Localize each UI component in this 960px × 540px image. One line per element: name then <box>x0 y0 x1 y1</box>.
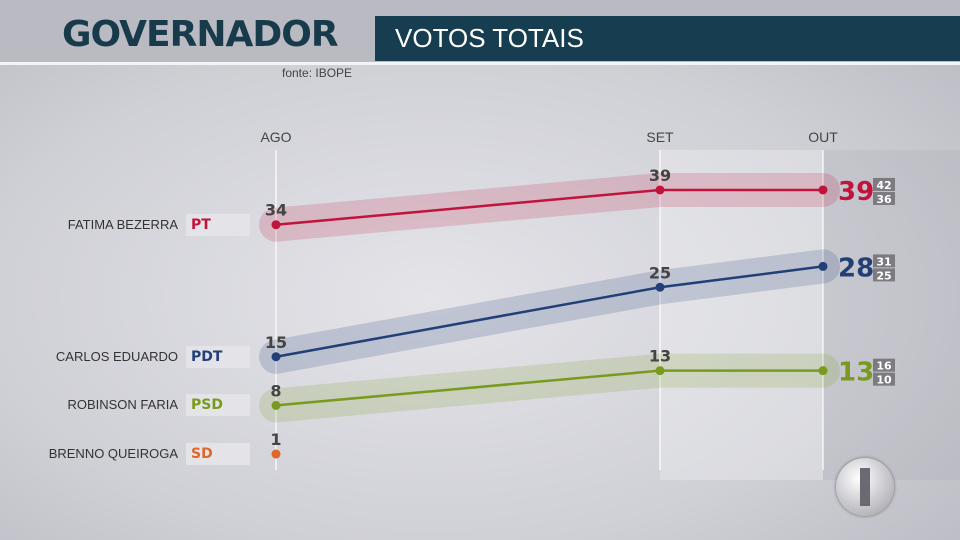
data-point <box>655 366 665 376</box>
data-point <box>655 282 665 292</box>
x-tick-label: AGO <box>260 129 291 145</box>
candidate-name: ROBINSON FARIA <box>67 397 178 413</box>
margin-range_low: 25 <box>876 269 891 282</box>
margin-range_low: 10 <box>876 374 892 387</box>
candidate-name: FATIMA BEZERRA <box>67 216 178 232</box>
party-badge: PT <box>186 213 250 236</box>
margin-box <box>873 177 895 191</box>
margin-box <box>873 372 895 386</box>
margin-range_low: 36 <box>876 193 892 206</box>
data-label: 25 <box>649 263 671 282</box>
x-tick-label: SET <box>646 129 674 145</box>
data-point <box>271 449 281 459</box>
margin-box <box>873 268 895 282</box>
data-point <box>818 185 828 195</box>
source-note: fonte: IBOPE <box>282 66 353 80</box>
margin-box <box>873 191 895 205</box>
data-point <box>655 185 665 195</box>
current-value: 28 <box>838 253 874 283</box>
data-label: 8 <box>270 381 281 400</box>
data-point <box>271 220 281 230</box>
x-tick-label: OUT <box>808 129 838 145</box>
divider <box>0 62 960 65</box>
margin-range_high: 16 <box>876 360 892 373</box>
data-label: 15 <box>265 333 287 352</box>
candidate-name: CARLOS EDUARDO <box>55 348 178 364</box>
data-label: 34 <box>265 201 287 220</box>
margin-range_high: 42 <box>876 179 891 192</box>
margin-range_high: 31 <box>876 255 891 268</box>
current-value: 39 <box>838 177 874 207</box>
data-point <box>818 261 828 271</box>
broadcaster-logo <box>836 458 894 516</box>
subtitle-box: VOTOS TOTAIS <box>375 16 960 61</box>
data-point <box>271 400 281 410</box>
data-label: 39 <box>649 166 671 185</box>
page-title: GOVERNADOR <box>62 14 339 55</box>
data-label: 1 <box>270 430 281 449</box>
party-badge: PDT <box>186 345 250 368</box>
margin-box <box>873 254 895 268</box>
set-out-band <box>660 150 823 480</box>
data-label: 13 <box>649 347 671 366</box>
data-point <box>818 366 828 376</box>
candidate-name: BRENNO QUEIROGA <box>48 446 178 462</box>
current-value: 13 <box>838 358 874 388</box>
party-badge: SD <box>186 443 250 466</box>
margin-box <box>873 358 895 372</box>
data-point <box>271 352 281 362</box>
subtitle: VOTOS TOTAIS <box>395 23 584 53</box>
out-column-shade <box>823 150 960 480</box>
party-badge: PSD <box>186 394 250 417</box>
